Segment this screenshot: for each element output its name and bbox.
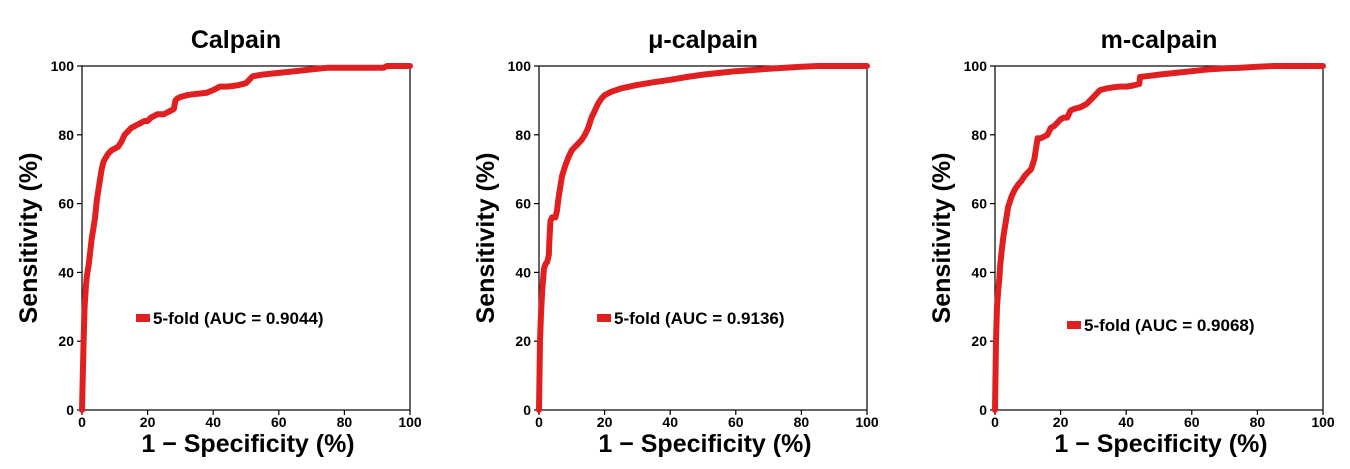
roc-curve-line — [992, 63, 1326, 413]
y-tick-label: 80 — [971, 127, 987, 143]
x-tick-label: 100 — [1311, 414, 1335, 430]
y-tick-label: 100 — [964, 58, 988, 74]
x-axis-label: 1 − Specificity (%) — [598, 430, 811, 458]
plot-frame — [994, 65, 1324, 411]
y-tick-label: 100 — [51, 58, 75, 74]
legend-swatch — [136, 314, 150, 322]
legend-label: 5-fold (AUC = 0.9136) — [614, 309, 785, 328]
roc-curve-line — [79, 63, 413, 413]
plot-frame — [81, 65, 411, 411]
x-axis-label: 1 − Specificity (%) — [1054, 430, 1267, 458]
chart-title: μ-calpain — [648, 26, 758, 54]
roc-curve-line — [536, 63, 870, 413]
y-tick-label: 0 — [979, 402, 987, 418]
x-tick-label: 0 — [535, 414, 543, 430]
x-tick-label: 80 — [1250, 414, 1266, 430]
x-tick-label: 80 — [337, 414, 353, 430]
roc-panel-3: m-calpain 0 20 40 60 80 100 0 20 40 60 80 100 1 − Spe… — [928, 26, 1335, 458]
y-tick-label: 60 — [971, 196, 987, 212]
x-tick-label: 20 — [1053, 414, 1069, 430]
x-tick-label: 20 — [140, 414, 156, 430]
chart-title: Calpain — [191, 26, 281, 54]
x-tick-label: 20 — [597, 414, 613, 430]
x-tick-label: 60 — [271, 414, 287, 430]
legend-label: 5-fold (AUC = 0.9044) — [153, 309, 324, 328]
y-tick-label: 60 — [58, 196, 74, 212]
y-axis-label: Sensitivity (%) — [472, 153, 500, 324]
legend-label: 5-fold (AUC = 0.9068) — [1084, 316, 1255, 335]
x-tick-label: 80 — [794, 414, 810, 430]
x-tick-label: 0 — [991, 414, 999, 430]
y-tick-label: 20 — [515, 333, 531, 349]
y-tick-label: 80 — [58, 127, 74, 143]
plot-frame — [538, 65, 868, 411]
y-tick-label: 20 — [58, 333, 74, 349]
y-axis-label: Sensitivity (%) — [15, 153, 43, 324]
legend-swatch — [597, 314, 611, 322]
y-tick-label: 60 — [515, 196, 531, 212]
x-axis-label: 1 − Specificity (%) — [141, 430, 354, 458]
x-tick-label: 40 — [205, 414, 221, 430]
y-tick-label: 40 — [58, 264, 74, 280]
x-tick-label: 60 — [728, 414, 744, 430]
y-tick-label: 40 — [515, 264, 531, 280]
x-tick-label: 40 — [1118, 414, 1134, 430]
roc-panel-1: Calpain 0 20 40 60 80 100 0 20 40 60 80 100 1 − Speci… — [15, 26, 422, 458]
y-tick-label: 0 — [523, 402, 531, 418]
x-tick-label: 100 — [855, 414, 879, 430]
y-tick-label: 0 — [66, 402, 74, 418]
x-tick-label: 40 — [662, 414, 678, 430]
y-axis-label: Sensitivity (%) — [928, 153, 956, 324]
y-tick-label: 80 — [515, 127, 531, 143]
chart-title: m-calpain — [1101, 26, 1218, 54]
y-tick-label: 100 — [508, 58, 532, 74]
y-tick-label: 40 — [971, 264, 987, 280]
x-tick-label: 100 — [398, 414, 422, 430]
x-tick-label: 0 — [78, 414, 86, 430]
roc-panel-2: μ-calpain 0 20 40 60 80 100 0 20 40 60 80 100 1 − Spe… — [472, 26, 879, 458]
x-tick-label: 60 — [1184, 414, 1200, 430]
legend-swatch — [1067, 321, 1081, 329]
y-tick-label: 20 — [971, 333, 987, 349]
